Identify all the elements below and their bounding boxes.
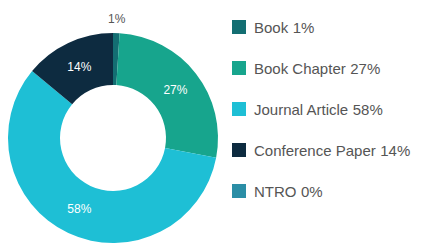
legend-value: 0% (301, 183, 323, 200)
data-label: 14% (67, 60, 91, 74)
legend-value: 14% (380, 142, 410, 159)
data-label: 27% (163, 83, 187, 97)
legend-entry: Journal Article 58% (232, 101, 383, 118)
slice (116, 33, 218, 157)
legend-swatch (232, 143, 246, 157)
legend-label: Book Chapter27% (254, 60, 380, 77)
slice (32, 33, 113, 104)
legend-label: Journal Article 58% (254, 101, 383, 118)
legend: Book1% Book Chapter27% Journal Article 58% C… (232, 19, 410, 200)
legend-swatch (232, 184, 246, 198)
legend-label: Conference Paper14% (254, 142, 410, 159)
legend-value: 1% (293, 19, 315, 36)
legend-swatch (232, 61, 246, 75)
legend-label: NTRO0% (254, 183, 323, 200)
legend-category: Conference Paper (254, 142, 376, 159)
legend-category: Book Chapter (254, 60, 346, 77)
legend-entry: NTRO0% (232, 183, 323, 200)
legend-value: 27% (350, 60, 380, 77)
data-label: 1% (108, 12, 126, 26)
legend-label: Book1% (254, 19, 314, 36)
legend-swatch (232, 102, 246, 116)
legend-entry: Conference Paper14% (232, 142, 410, 159)
legend-swatch (232, 20, 246, 34)
legend-category: NTRO (254, 183, 297, 200)
chart: 1%27%58%14%Book1%Book Chapter27%Journal … (0, 0, 443, 246)
data-label: 58% (67, 202, 91, 216)
slice (8, 71, 216, 243)
legend-category: Journal Article (254, 101, 348, 118)
legend-category: Book (254, 19, 289, 36)
slice (113, 33, 114, 85)
legend-entry: Book Chapter27% (232, 60, 380, 77)
legend-value: 58% (353, 101, 383, 118)
donut: 1% 27% 58% 14% (8, 12, 218, 243)
legend-entry: Book1% (232, 19, 314, 36)
